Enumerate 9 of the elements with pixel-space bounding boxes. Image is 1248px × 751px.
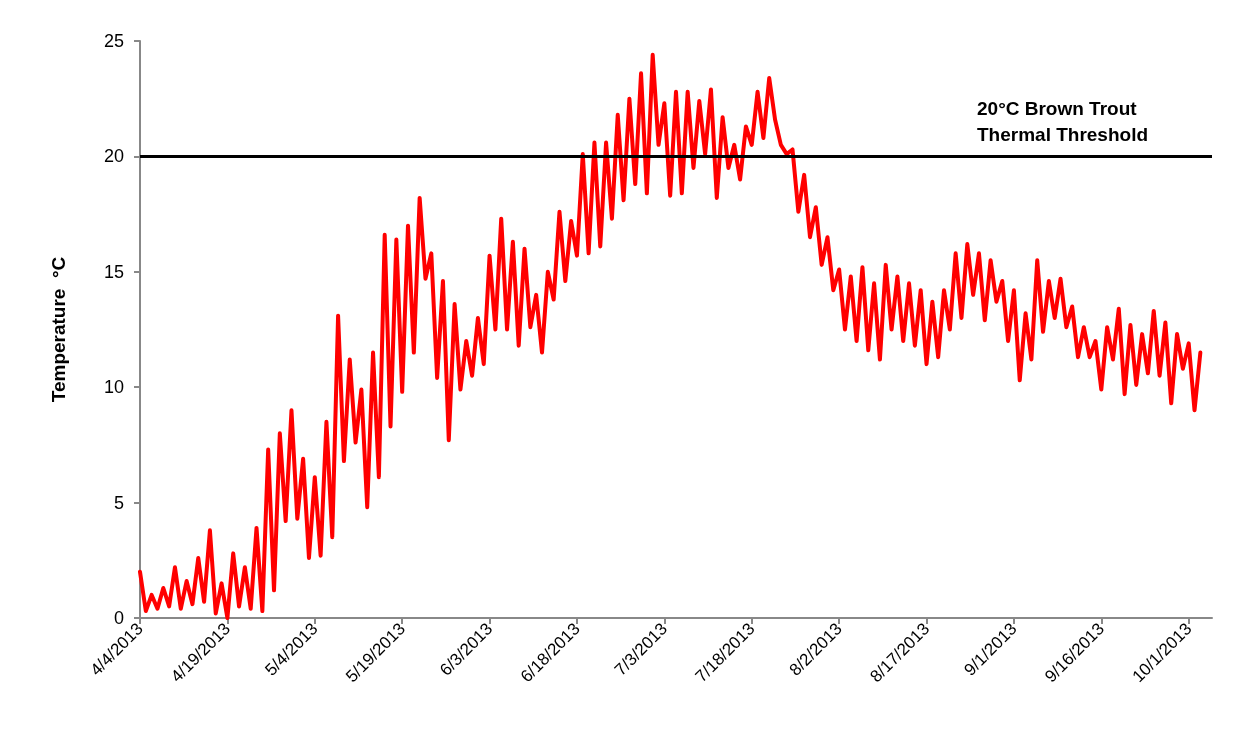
y-tick-label: 20 [103,146,124,167]
y-tick-label: 5 [113,492,124,513]
y-tick-label: 10 [103,377,124,398]
y-tick-label: 0 [113,608,124,628]
ref-line-label: 20°C Brown Trout Thermal Threshold [977,97,1149,145]
y-tick-label: 25 [103,31,124,51]
y-tick-label: 15 [103,261,124,282]
y-axis-title: Temperature °C [48,256,69,403]
line-series [138,52,1203,620]
